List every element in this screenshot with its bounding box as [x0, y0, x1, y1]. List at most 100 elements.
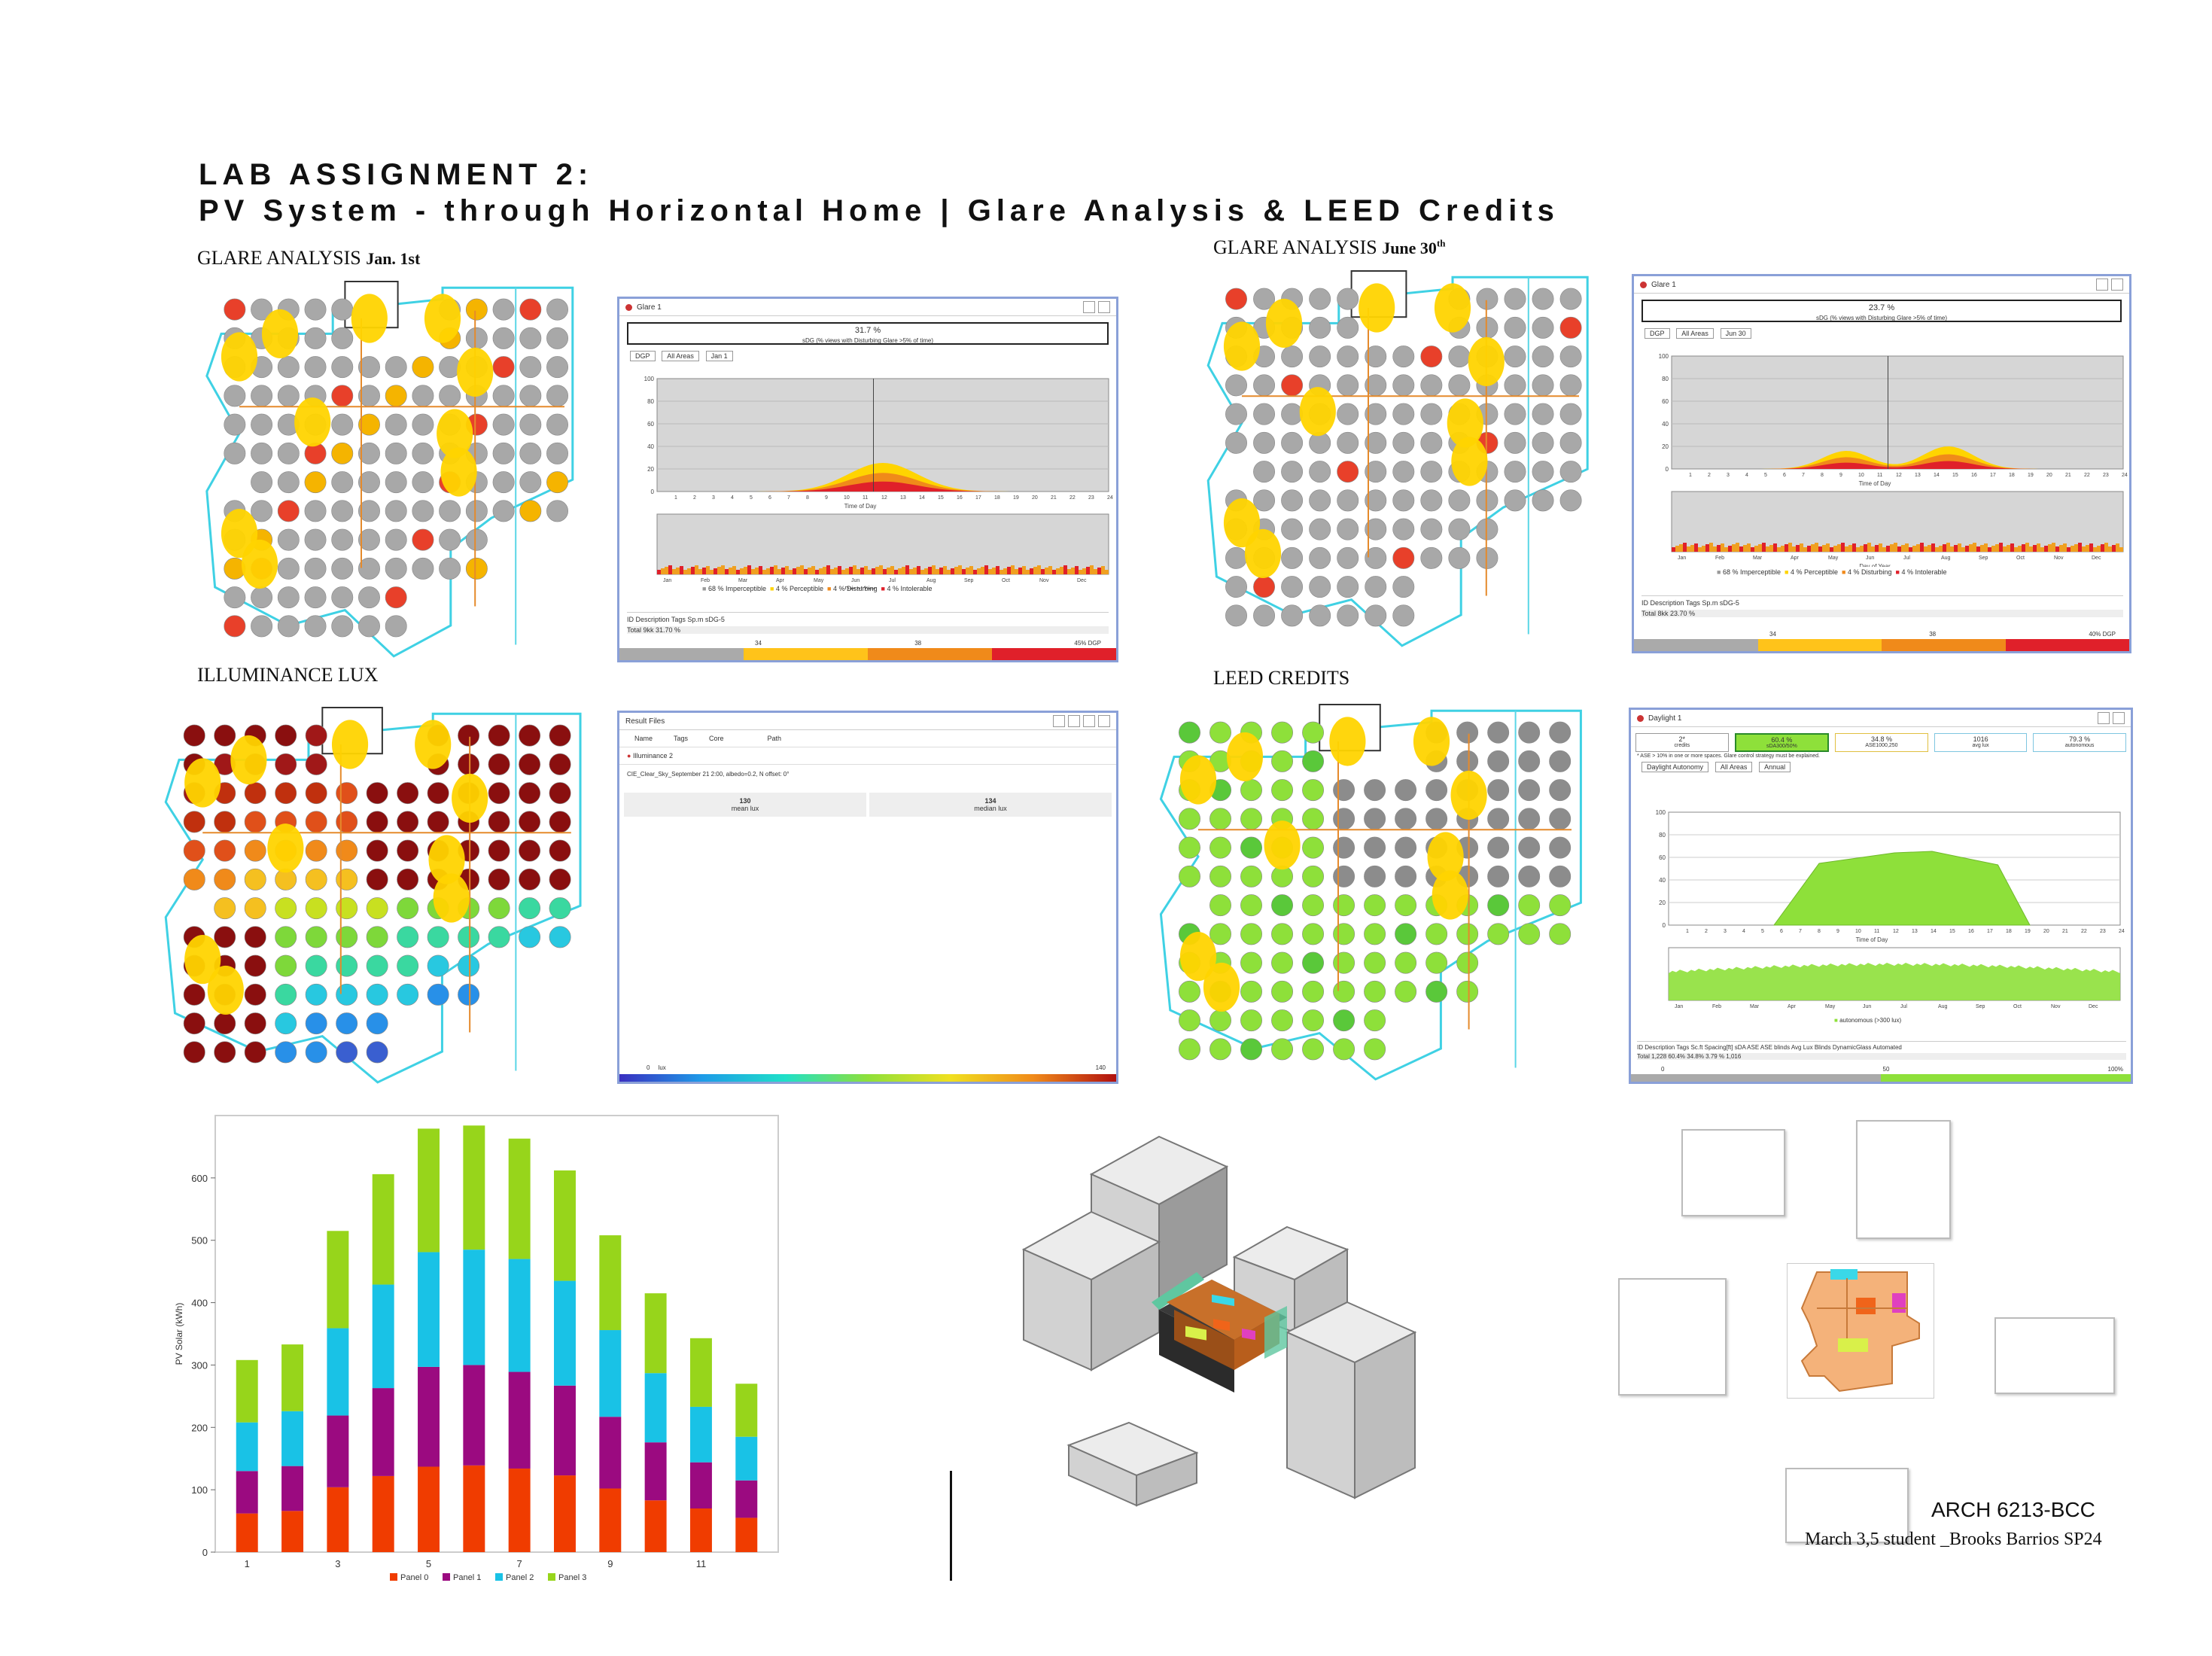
- annual-bar: [1920, 543, 1924, 552]
- toolbar-button[interactable]: [1083, 715, 1095, 727]
- period-select[interactable]: Annual: [1759, 762, 1791, 772]
- analysis-point: [465, 298, 488, 321]
- annual-bar: [1045, 568, 1048, 574]
- close-button[interactable]: [1098, 715, 1110, 727]
- glare-view-marker: [267, 823, 304, 873]
- annual-bar: [1822, 545, 1826, 552]
- annual-bar: [1988, 547, 1991, 552]
- annual-bar: [1679, 544, 1683, 552]
- window-title: Glare 1: [1651, 280, 1676, 289]
- minimize-button[interactable]: [1083, 301, 1095, 313]
- metric-select[interactable]: Daylight Autonomy: [1642, 762, 1709, 772]
- metric-select[interactable]: DGP: [630, 351, 656, 361]
- analysis-point: [1504, 489, 1526, 512]
- analysis-point: [214, 811, 236, 833]
- x-tick-label: 11: [696, 1558, 707, 1569]
- minimize-button[interactable]: [2096, 279, 2108, 291]
- annual-bar: [2108, 546, 2112, 552]
- analysis-point: [366, 897, 388, 920]
- date-select[interactable]: Jun 30: [1720, 328, 1751, 339]
- analysis-point: [1364, 836, 1386, 859]
- annual-bar: [1022, 566, 1026, 574]
- annual-bar: [1807, 546, 1811, 552]
- analysis-point: [214, 926, 236, 948]
- y-tick-label: 100: [644, 376, 655, 382]
- analysis-point: [1487, 836, 1510, 859]
- context-block-front: [1066, 1421, 1199, 1507]
- month-label: Jul: [1900, 1004, 1907, 1009]
- analysis-point: [385, 356, 407, 379]
- annual-bar: [1803, 547, 1807, 552]
- glare-view-marker: [184, 758, 221, 808]
- close-button[interactable]: [2111, 279, 2123, 291]
- annual-bar: [2037, 543, 2040, 552]
- area-select[interactable]: All Areas: [1676, 328, 1714, 339]
- x-tick-label: 2: [693, 495, 696, 501]
- analysis-point: [1476, 316, 1499, 339]
- analysis-point: [412, 385, 434, 407]
- da-ramp: [1631, 1074, 2131, 1082]
- metric-select[interactable]: DGP: [1645, 328, 1670, 339]
- area-select[interactable]: All Areas: [662, 351, 699, 361]
- annual-bar: [808, 568, 811, 574]
- x-tick-label: 3: [712, 495, 715, 501]
- annual-bar: [875, 567, 879, 574]
- close-button[interactable]: [1098, 301, 1110, 313]
- analysis-point: [1420, 403, 1443, 425]
- analysis-point: [519, 356, 542, 379]
- close-button[interactable]: [2113, 712, 2125, 724]
- analysis-point: [1549, 808, 1572, 830]
- x-tick-label: 24: [2119, 929, 2125, 934]
- analysis-point: [275, 724, 297, 747]
- analysis-point: [1532, 288, 1554, 310]
- bar-segment: [644, 1293, 667, 1374]
- x-tick-label: 3: [1724, 929, 1727, 934]
- leed-window: Daylight 1 2* credits 60.4 % sDA300/50% 34…: [1629, 708, 2133, 1084]
- analysis-point: [1504, 288, 1526, 310]
- date-select[interactable]: Jan 1: [705, 351, 733, 361]
- analysis-point: [1333, 951, 1355, 974]
- analysis-point: [244, 897, 266, 920]
- annual-bar: [2082, 546, 2086, 552]
- annual-bar: [1879, 543, 1882, 552]
- analysis-point: [1559, 431, 1582, 454]
- annual-bar: [841, 570, 845, 574]
- dgp-ramp: [619, 648, 1116, 660]
- analysis-point: [1395, 951, 1417, 974]
- analysis-point: [1179, 865, 1200, 887]
- analysis-point: [275, 1041, 297, 1064]
- x-tick-label: 24: [2122, 473, 2128, 478]
- area-select[interactable]: All Areas: [1715, 762, 1753, 772]
- toolbar-button[interactable]: [1068, 715, 1080, 727]
- annual-bar: [996, 566, 1000, 574]
- x-tick-label: 21: [1051, 495, 1057, 501]
- glare-table: ID Description Tags Sp.m sDG-5 Total 8kk…: [1642, 595, 2123, 617]
- annual-bar: [2025, 543, 2029, 552]
- analysis-point: [427, 983, 449, 1006]
- analysis-point: [1395, 923, 1417, 945]
- caption-glare-jan: GLARE ANALYSIS Jan. 1st: [197, 247, 421, 269]
- analysis-point: [1425, 923, 1448, 945]
- annual-bar: [762, 570, 766, 574]
- annual-bar: [672, 569, 676, 574]
- analysis-point: [304, 528, 327, 551]
- toolbar-button[interactable]: [1053, 715, 1065, 727]
- table-header: ID Description Tags Sp.m sDG-5: [627, 616, 725, 623]
- annual-bar: [695, 565, 698, 574]
- analysis-point: [1518, 779, 1541, 802]
- annual-bar: [902, 567, 905, 574]
- analysis-point: [458, 954, 480, 977]
- home-plan-topview: [1787, 1263, 1934, 1399]
- bar-segment: [644, 1500, 667, 1552]
- annual-bar: [845, 568, 849, 574]
- annual-bar: [1075, 566, 1079, 574]
- analysis-point: [305, 926, 327, 948]
- analysis-point: [1395, 836, 1417, 859]
- y-tick-label: 60: [1659, 854, 1666, 861]
- analysis-point: [546, 327, 569, 349]
- result-item[interactable]: ● Illuminance 2: [619, 747, 1116, 765]
- minimize-button[interactable]: [2098, 712, 2110, 724]
- analysis-point: [224, 442, 246, 464]
- analysis-point: [183, 868, 205, 890]
- annual-bar: [804, 569, 808, 574]
